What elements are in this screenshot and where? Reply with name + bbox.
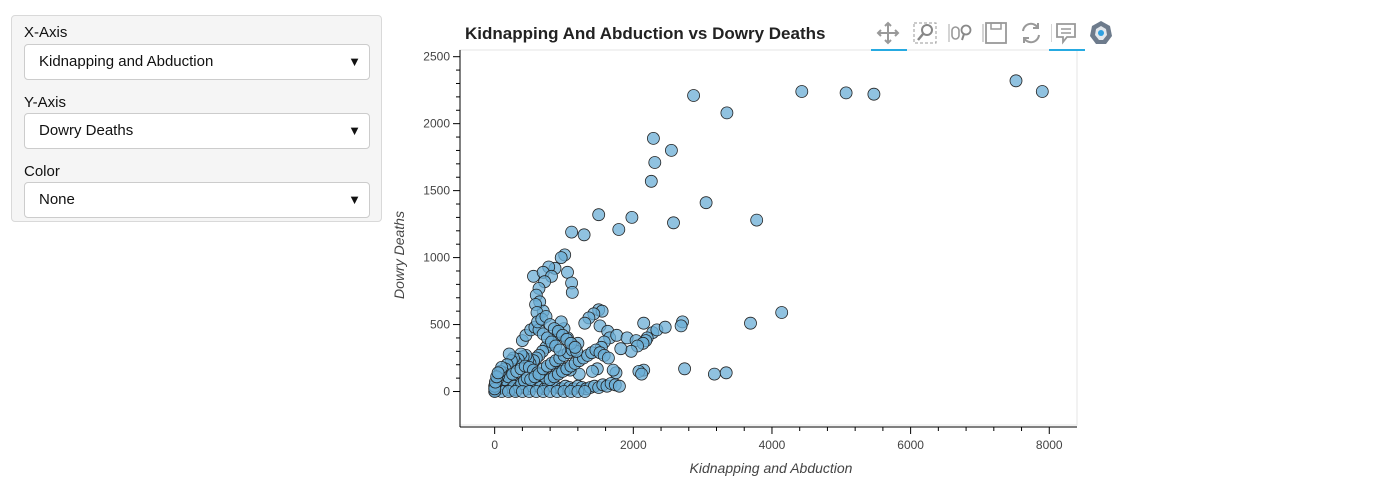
scatter-point [678,362,692,376]
reset-icon [1022,22,1040,44]
x-tick-label: 4000 [759,438,786,452]
scatter-point [553,343,567,357]
scatter-point [610,328,624,342]
x-tick-label: 6000 [897,438,924,452]
scatter-point [585,364,599,378]
x-tick-label: 2000 [620,438,647,452]
scatter-point [646,131,660,145]
x-axis-title: Kidnapping and Abduction [690,460,853,476]
scatter-point [667,216,680,230]
scatter-point [720,106,734,120]
scatter-point [601,351,615,365]
color-select[interactable]: None ▼ [24,182,370,218]
scatter-point [491,366,505,380]
hover-icon [1050,23,1076,45]
scatter-point [635,367,649,381]
scatter-point [744,316,757,330]
color-select-value: None [39,191,75,208]
y-axis-ticks: 0 500 1000 1500 2000 2500 [423,50,460,399]
y-axis-title: Dowry Deaths [391,211,407,299]
scatter-point [658,320,672,334]
scatter-point [612,379,626,393]
scatter-point [637,316,651,330]
pan-icon [876,21,900,45]
x-axis-select-value: Kidnapping and Abduction [39,53,214,70]
x-axis-ticks: 0 2000 4000 6000 8000 [491,427,1063,452]
chevron-down-icon: ▼ [348,54,361,69]
scatter-chart: Kidnapping And Abduction vs Dowry Deaths… [391,24,1078,476]
chevron-down-icon: ▼ [348,123,361,138]
scatter-point [568,340,582,354]
x-axis-label: X-Axis [24,24,68,41]
wheel-zoom-icon [948,24,972,42]
y-axis-select-value: Dowry Deaths [39,122,134,139]
scatter-point [775,306,789,319]
x-tick-label: 0 [491,438,498,452]
scatter-point [578,385,592,398]
save-icon [982,22,1007,44]
scatter-point [839,86,853,100]
scatter-point [750,213,764,227]
y-tick-label: 0 [443,385,450,399]
box-zoom-tool[interactable] [910,18,940,48]
scatter-point [867,87,881,101]
y-tick-label: 1500 [423,184,450,198]
scatter-point [674,319,688,333]
scatter-point [578,316,592,330]
y-tick-label: 1000 [423,251,450,265]
scatter-point [561,265,574,279]
scatter-point [707,367,721,381]
scatter-point [577,228,591,242]
bokeh-logo-icon [1090,21,1112,44]
scatter-point [554,251,568,265]
x-tick-label: 8000 [1036,438,1063,452]
scatter-point [614,342,628,356]
scatter-point [1009,74,1023,88]
scatter-point [502,347,516,361]
wheel-zoom-tool[interactable] [946,18,976,48]
bokeh-logo[interactable] [1086,18,1116,48]
scatter-point [795,85,809,98]
box-zoom-icon [913,22,937,44]
scatter-point [565,225,579,239]
scatter-point [699,196,713,210]
scatter-points [488,74,1049,398]
scatter-point [719,366,733,380]
color-label: Color [24,163,60,180]
y-axis-select[interactable]: Dowry Deaths ▼ [24,113,370,149]
scatter-point [687,89,701,102]
scatter-point [624,344,638,358]
scatter-point [648,156,662,169]
y-axis-label: Y-Axis [24,94,66,111]
scatter-point [644,174,658,188]
hover-tool[interactable] [1049,18,1085,51]
y-tick-label: 500 [430,318,450,332]
scatter-point [565,285,579,299]
save-tool[interactable] [981,18,1011,48]
scatter-point [612,223,626,236]
chart-title: Kidnapping And Abduction vs Dowry Deaths [465,24,825,43]
chevron-down-icon: ▼ [348,192,361,207]
x-axis-select[interactable]: Kidnapping and Abduction ▼ [24,44,370,80]
scatter-point [606,363,620,377]
scatter-point [1035,85,1049,98]
y-tick-label: 2000 [423,117,450,131]
control-panel: X-Axis Kidnapping and Abduction ▼ Y-Axis… [11,15,382,222]
scatter-point [592,208,606,222]
scatter-point [625,210,639,224]
y-tick-label: 2500 [423,50,450,64]
scatter-point [664,143,678,157]
pan-tool[interactable] [871,18,907,51]
reset-tool[interactable] [1016,18,1046,48]
